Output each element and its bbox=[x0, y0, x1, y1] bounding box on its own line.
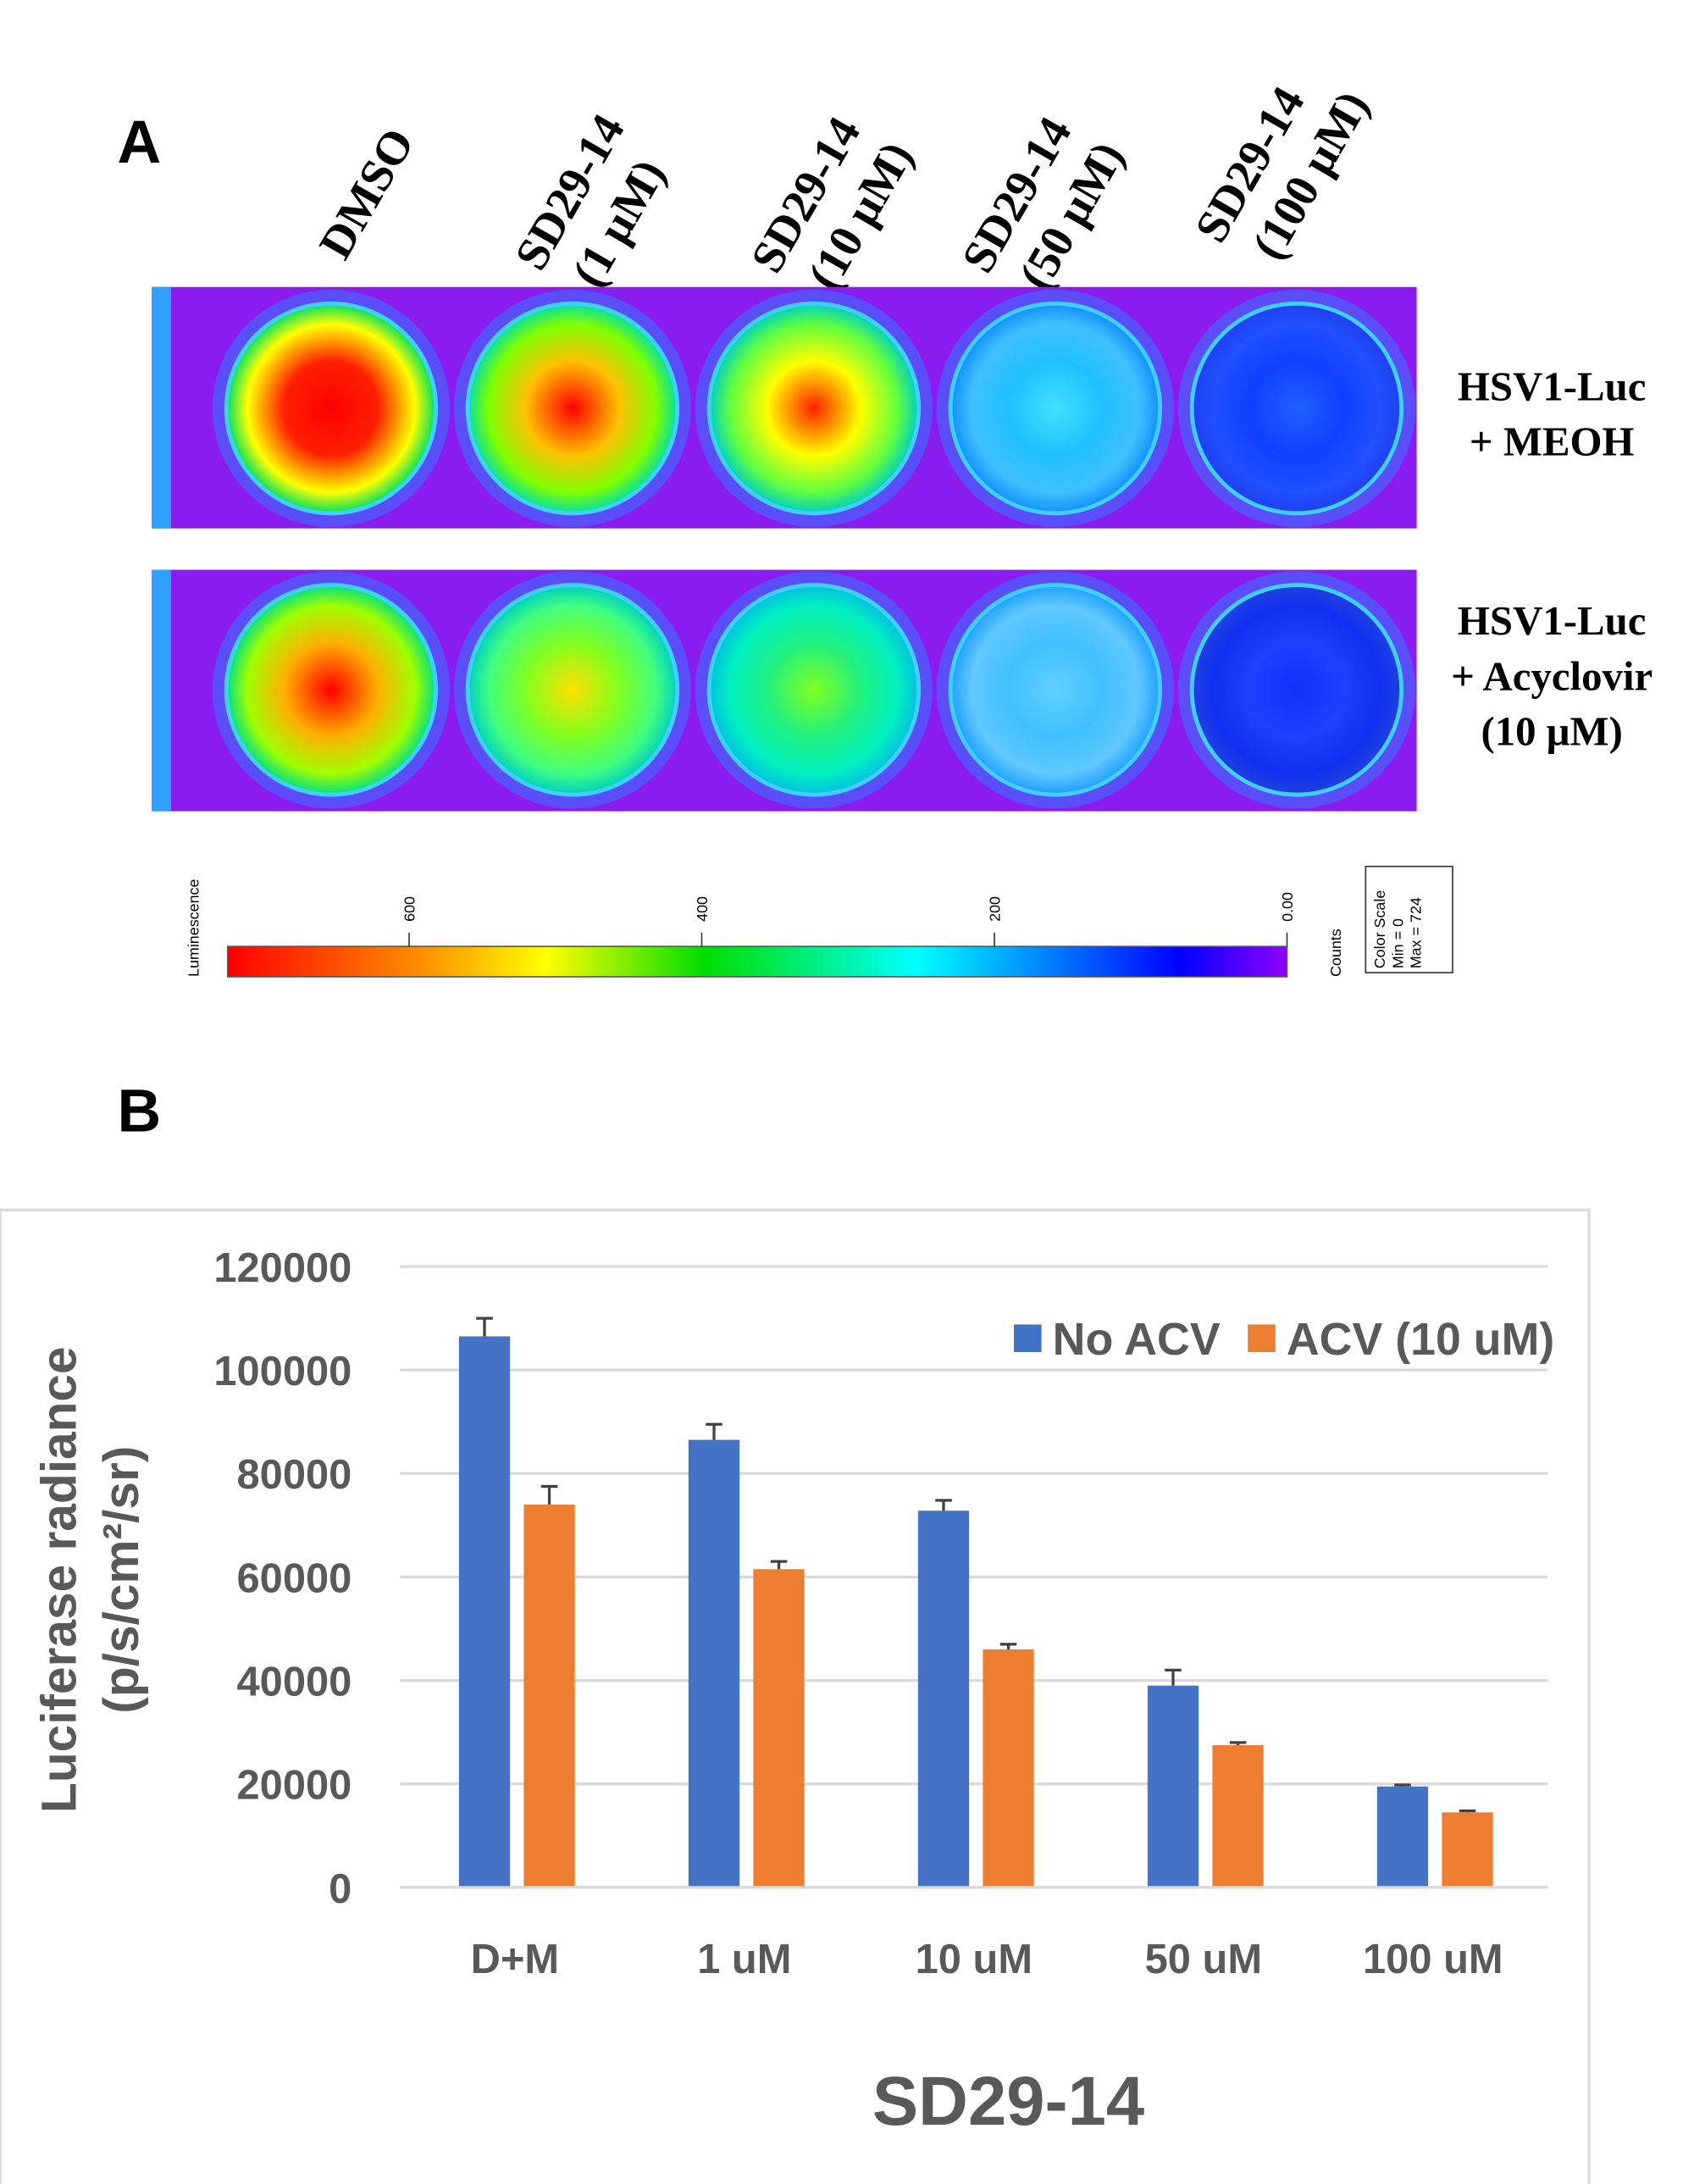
error-bar bbox=[999, 1643, 1017, 1649]
column-label-line: DMSO bbox=[309, 119, 424, 267]
column-label: SD29-14(50 μM) bbox=[952, 108, 1134, 298]
y-tick-label: 40000 bbox=[237, 1659, 352, 1705]
bar bbox=[753, 1569, 805, 1887]
color-scale-box-text: Color Scale bbox=[1371, 890, 1388, 969]
well bbox=[1189, 301, 1404, 516]
bar bbox=[1147, 1685, 1199, 1887]
error-bar bbox=[706, 1422, 722, 1440]
y-tick-label: 80000 bbox=[237, 1452, 352, 1498]
y-axis-label: (p/s/cm²/sr) bbox=[94, 1446, 149, 1714]
column-label: DMSO bbox=[309, 119, 424, 267]
column-label: SD29-14(1 μM) bbox=[505, 106, 675, 296]
bar bbox=[1442, 1812, 1493, 1887]
error-bar bbox=[1229, 1741, 1247, 1745]
color-scale-box-text: Max = 724 bbox=[1407, 897, 1424, 968]
y-tick-label: 100000 bbox=[213, 1349, 352, 1394]
bar bbox=[458, 1336, 511, 1887]
x-axis-label: SD29-14 bbox=[872, 2063, 1144, 2140]
x-tick-label: 1 uM bbox=[697, 1937, 791, 1982]
well bbox=[948, 301, 1163, 516]
error-bar bbox=[935, 1499, 952, 1511]
x-tick-label: D+M bbox=[471, 1937, 560, 1982]
color-scale-box bbox=[1365, 865, 1453, 973]
color-scale-unit: Counts bbox=[1327, 928, 1344, 977]
panel-label: A bbox=[117, 108, 161, 176]
panel-label: B bbox=[117, 1077, 161, 1145]
row-label: HSV1-Luc bbox=[1458, 363, 1647, 409]
well bbox=[224, 301, 439, 516]
error-bar bbox=[1165, 1668, 1182, 1686]
x-tick-label: 10 uM bbox=[916, 1937, 1032, 1982]
row-label: (10 μM) bbox=[1481, 707, 1622, 754]
x-tick-label: 50 uM bbox=[1145, 1937, 1262, 1982]
well bbox=[224, 583, 439, 797]
chart-frame bbox=[0, 1208, 1591, 2184]
legend-label: No ACV bbox=[1053, 1314, 1221, 1365]
bar bbox=[1212, 1744, 1264, 1887]
color-scale-label: Luminescence bbox=[185, 879, 202, 978]
color-scale-tick-label: 400 bbox=[694, 896, 711, 922]
y-tick-label: 20000 bbox=[237, 1763, 352, 1809]
bar bbox=[1376, 1786, 1429, 1887]
bar bbox=[917, 1511, 970, 1887]
color-scale-box-text: Min = 0 bbox=[1389, 918, 1406, 968]
error-bar bbox=[476, 1316, 493, 1337]
bar bbox=[523, 1504, 575, 1887]
bar bbox=[688, 1439, 740, 1887]
legend-label: ACV (10 uM) bbox=[1287, 1314, 1554, 1365]
row-label: + MEOH bbox=[1470, 418, 1635, 464]
well bbox=[706, 301, 922, 516]
column-label: SD29-14(10 μM) bbox=[741, 108, 923, 298]
legend-swatch bbox=[1014, 1324, 1042, 1352]
y-tick-label: 60000 bbox=[237, 1555, 352, 1601]
error-bar bbox=[770, 1560, 788, 1570]
color-scale-tick-label: 600 bbox=[401, 896, 418, 922]
y-axis-label: Luciferase radiance bbox=[32, 1346, 87, 1813]
well bbox=[948, 583, 1163, 797]
color-scale-bar bbox=[226, 945, 1288, 978]
y-tick-label: 120000 bbox=[213, 1245, 352, 1291]
plate-edge bbox=[152, 569, 172, 812]
y-tick-label: 0 bbox=[329, 1866, 352, 1912]
column-label: SD29-14(100 μM) bbox=[1185, 78, 1379, 268]
well bbox=[706, 583, 922, 797]
well bbox=[465, 583, 680, 797]
plate-edge bbox=[152, 286, 172, 529]
x-tick-label: 100 uM bbox=[1363, 1937, 1503, 1982]
well bbox=[1189, 583, 1404, 797]
well bbox=[465, 301, 680, 516]
row-label: HSV1-Luc bbox=[1458, 597, 1647, 644]
color-scale-tick-label: 200 bbox=[987, 896, 1004, 922]
error-bar bbox=[1394, 1783, 1411, 1787]
legend-swatch bbox=[1248, 1324, 1276, 1352]
error-bar bbox=[540, 1484, 558, 1505]
bar bbox=[983, 1649, 1034, 1887]
row-label: + Acyclovir bbox=[1451, 652, 1652, 699]
error-bar bbox=[1459, 1809, 1476, 1813]
color-scale-tick-label: 0.00 bbox=[1279, 892, 1296, 922]
